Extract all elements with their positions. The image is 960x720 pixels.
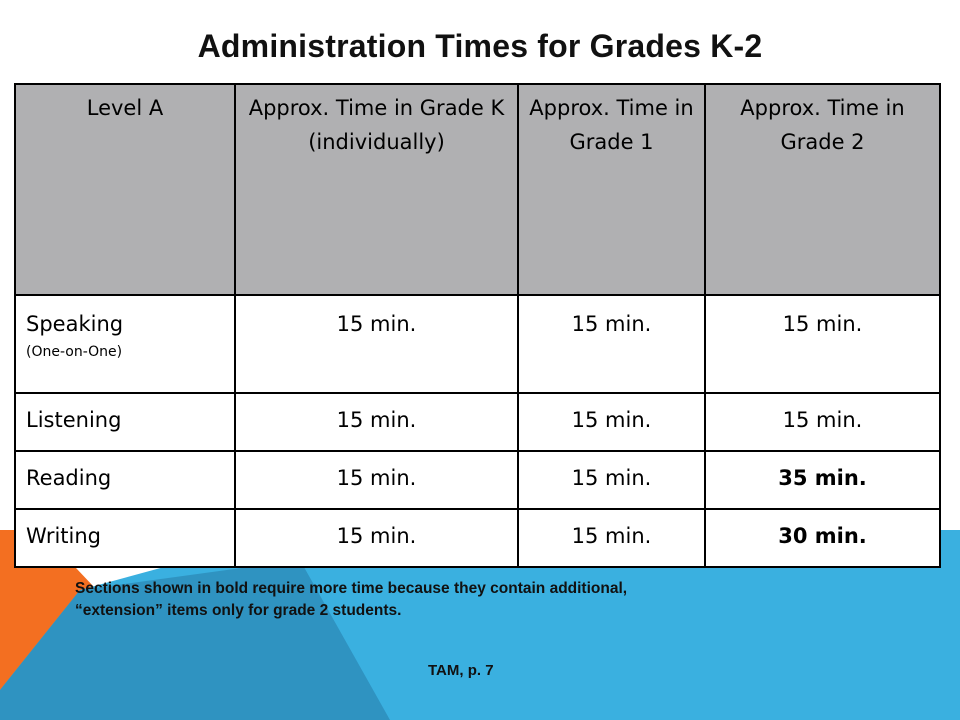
- cell-grade-k: 15 min.: [234, 450, 519, 510]
- mid-blue-shape: [0, 560, 390, 720]
- header-grade-k: Approx. Time in Grade K (individually): [234, 83, 519, 296]
- value-bold: 35 min.: [778, 466, 867, 490]
- value: 15 min.: [571, 466, 652, 490]
- cell-grade-2: 35 min.: [704, 450, 941, 510]
- footnote-line-1: Sections shown in bold require more time…: [75, 580, 628, 597]
- value: 15 min.: [782, 312, 863, 336]
- cell-grade-2: 30 min.: [704, 508, 941, 568]
- table-row: Writing 15 min. 15 min. 30 min.: [14, 508, 941, 568]
- table-header-row: Level A Approx. Time in Grade K (individ…: [14, 83, 941, 296]
- row-label-cell: Reading: [14, 450, 236, 510]
- value-bold: 30 min.: [778, 524, 867, 548]
- cell-grade-k: 15 min.: [234, 294, 519, 394]
- header-grade-1: Approx. Time in Grade 1: [517, 83, 706, 296]
- table-row: Speaking (One-on-One) 15 min. 15 min. 15…: [14, 294, 941, 394]
- value: 15 min.: [571, 312, 652, 336]
- page-title: Administration Times for Grades K-2: [197, 28, 763, 64]
- cell-grade-1: 15 min.: [517, 392, 706, 452]
- row-label-cell: Speaking (One-on-One): [14, 294, 236, 394]
- cell-grade-1: 15 min.: [517, 294, 706, 394]
- cell-grade-2: 15 min.: [704, 294, 941, 394]
- cell-grade-k: 15 min.: [234, 392, 519, 452]
- row-label: Speaking: [26, 312, 124, 336]
- row-label-cell: Listening: [14, 392, 236, 452]
- value: 15 min.: [782, 408, 863, 432]
- row-label: Reading: [26, 466, 112, 490]
- table-row: Listening 15 min. 15 min. 15 min.: [14, 392, 941, 452]
- row-sublabel: (One-on-One): [26, 344, 123, 360]
- value: 15 min.: [336, 466, 417, 490]
- cell-grade-k: 15 min.: [234, 508, 519, 568]
- row-label-cell: Writing: [14, 508, 236, 568]
- administration-times-table: Level A Approx. Time in Grade K (individ…: [14, 83, 941, 568]
- table-row: Reading 15 min. 15 min. 35 min.: [14, 450, 941, 510]
- row-label: Listening: [26, 408, 122, 432]
- value: 15 min.: [336, 524, 417, 548]
- footnote: Sections shown in bold require more time…: [75, 578, 895, 622]
- value: 15 min.: [571, 408, 652, 432]
- cell-grade-2: 15 min.: [704, 392, 941, 452]
- cell-grade-1: 15 min.: [517, 508, 706, 568]
- cell-grade-1: 15 min.: [517, 450, 706, 510]
- footnote-line-2: “extension” items only for grade 2 stude…: [75, 602, 402, 619]
- value: 15 min.: [571, 524, 652, 548]
- value: 15 min.: [336, 312, 417, 336]
- header-grade-2: Approx. Time in Grade 2: [704, 83, 941, 296]
- value: 15 min.: [336, 408, 417, 432]
- header-level: Level A: [14, 83, 236, 296]
- row-label: Writing: [26, 524, 101, 548]
- source-citation: TAM, p. 7: [428, 662, 494, 679]
